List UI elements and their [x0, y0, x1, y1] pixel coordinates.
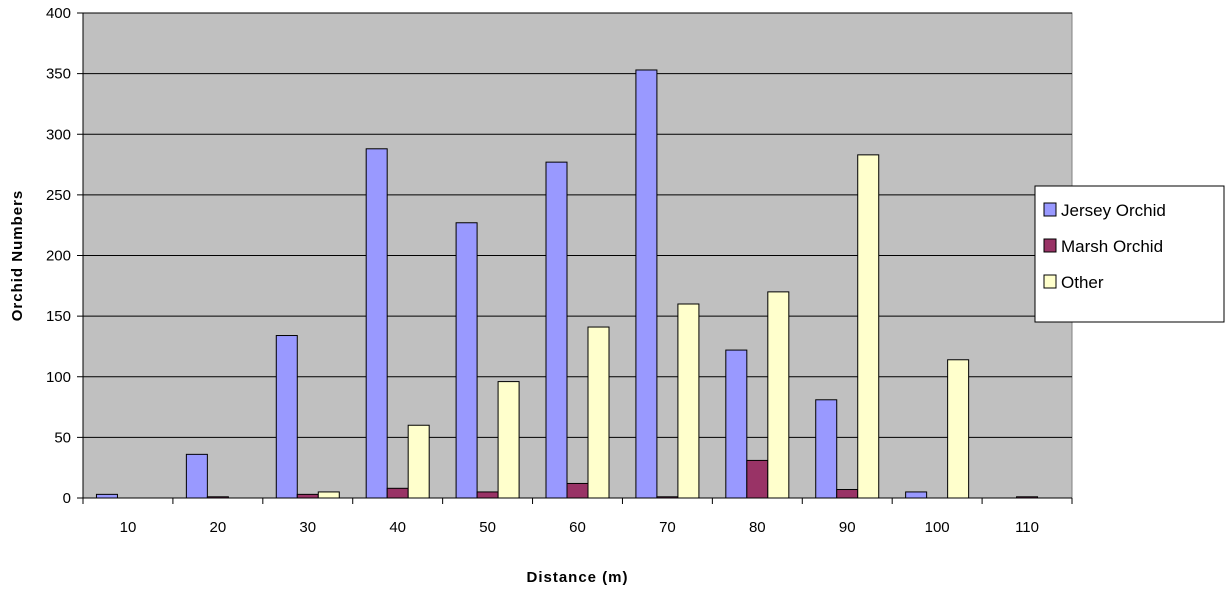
y-axis-title: Orchid Numbers: [9, 190, 26, 322]
bar-other: [317, 491, 340, 499]
bar-jersey-orchid: [95, 493, 118, 499]
bar-jersey-orchid: [815, 399, 838, 499]
bar-other: [767, 291, 790, 499]
x-tick-label: 20: [210, 519, 227, 536]
bar-marsh-orchid: [836, 489, 859, 499]
y-tick-label: 300: [46, 126, 71, 143]
legend-swatch: [1043, 238, 1057, 253]
bar-jersey-orchid: [725, 349, 748, 499]
x-tick-label: 70: [659, 519, 676, 536]
y-tick-label: 350: [46, 66, 71, 83]
bar-jersey-orchid: [365, 148, 388, 499]
bar-jersey-orchid: [455, 222, 478, 499]
x-tick-label: 60: [569, 519, 586, 536]
axes: [77, 12, 1073, 504]
bar-other: [587, 326, 610, 499]
y-tick-label: 250: [46, 187, 71, 204]
x-tick-label: 50: [479, 519, 496, 536]
bar-jersey-orchid: [185, 453, 208, 499]
bar-jersey-orchid: [905, 491, 928, 499]
bar-other: [497, 381, 520, 499]
y-tick-label: 100: [46, 369, 71, 386]
y-tick-labels: 0 50 100 150 200 250 300 350 400: [46, 5, 71, 507]
x-tick-label: 30: [299, 519, 316, 536]
x-tick-label: 10: [120, 519, 137, 536]
bar-jersey-orchid: [545, 161, 568, 499]
bar-jersey-orchid: [635, 69, 658, 499]
bar-other: [947, 359, 970, 499]
legend-label: Jersey Orchid: [1061, 201, 1166, 220]
y-tick-label: 50: [54, 429, 71, 446]
legend: Jersey Orchid Marsh Orchid Other: [1034, 185, 1225, 323]
bar-marsh-orchid: [566, 482, 589, 499]
bar-marsh-orchid: [386, 487, 409, 499]
bar-marsh-orchid: [746, 459, 769, 499]
x-tick-label: 40: [389, 519, 406, 536]
bar-jersey-orchid: [275, 335, 298, 499]
x-axis-title: Distance (m): [526, 569, 628, 586]
y-tick-label: 150: [46, 308, 71, 325]
legend-label: Other: [1061, 273, 1104, 292]
legend-swatch: [1043, 202, 1057, 217]
x-tick-label: 80: [749, 519, 766, 536]
legend-label: Marsh Orchid: [1061, 237, 1163, 256]
y-tick-label: 0: [63, 490, 71, 507]
bar-marsh-orchid: [296, 493, 319, 499]
legend-swatch: [1043, 274, 1057, 289]
bar-other: [677, 303, 700, 499]
bar-other: [857, 154, 880, 499]
y-tick-label: 200: [46, 248, 71, 265]
x-tick-label: 100: [925, 519, 950, 536]
bar-marsh-orchid: [476, 491, 499, 499]
bar-other: [407, 424, 430, 499]
legend-box: [1034, 185, 1225, 323]
x-tick-label: 110: [1015, 519, 1039, 536]
gridlines: [83, 12, 1072, 438]
x-tick-labels: 10 20 30 40 50 60 70 80 90 100 110: [120, 519, 1039, 536]
x-tick-label: 90: [839, 519, 856, 536]
y-tick-label: 400: [46, 5, 71, 22]
